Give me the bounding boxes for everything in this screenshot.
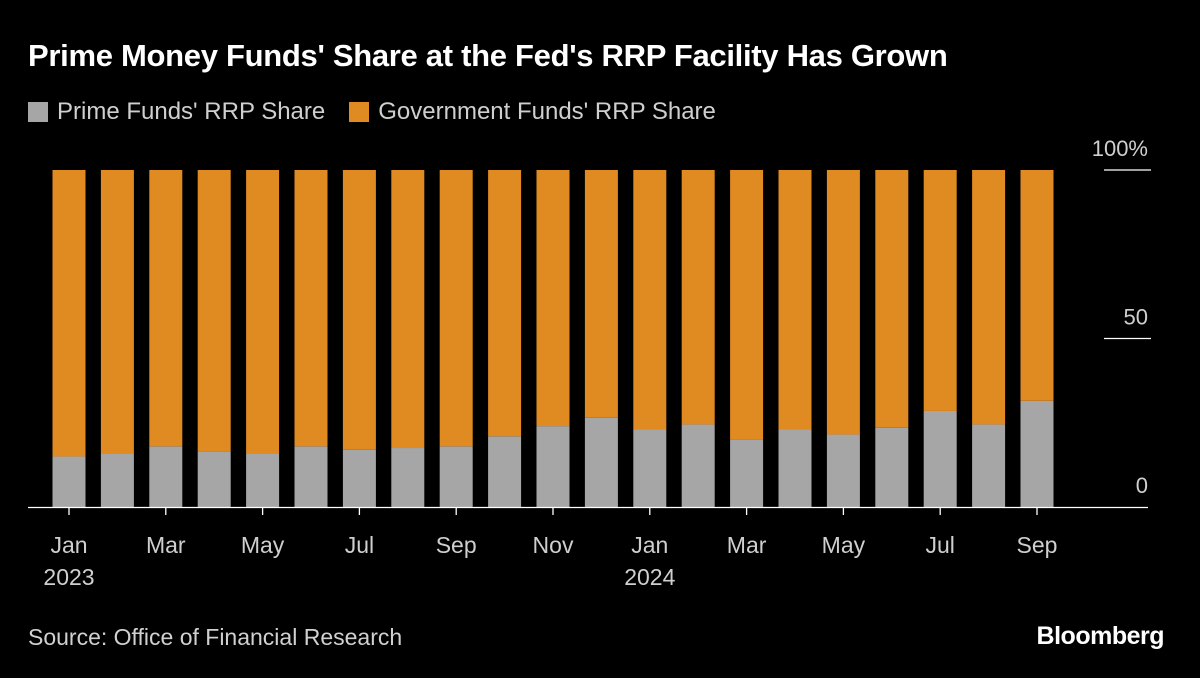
bar-government-2023-03	[149, 170, 183, 447]
bar-prime-2023-03	[149, 446, 183, 507]
x-tick-label-2: Mar	[146, 532, 186, 558]
x-year-label-2024: 2024	[624, 564, 675, 590]
bar-prime-2023-05	[246, 453, 280, 507]
bar-government-2023-07	[342, 170, 376, 450]
bar-prime-2024-08	[972, 424, 1006, 507]
bar-prime-2023-04	[197, 451, 231, 507]
bar-government-2024-09	[1020, 170, 1054, 401]
legend: Prime Funds' RRP Share Government Funds'…	[28, 98, 740, 126]
legend-item-government: Government Funds' RRP Share	[349, 98, 716, 126]
legend-label-prime: Prime Funds' RRP Share	[57, 98, 326, 125]
y-tick-label-100: 100%	[1092, 136, 1148, 161]
bar-government-2024-05	[826, 170, 860, 435]
bar-prime-2023-09	[439, 446, 473, 507]
bar-prime-2023-12	[584, 417, 618, 507]
bar-government-2023-08	[391, 170, 425, 449]
bar-government-2023-11	[536, 170, 570, 427]
bar-prime-2024-04	[778, 429, 812, 507]
bar-prime-2023-08	[391, 448, 425, 507]
x-tick-label-0: Jan	[50, 532, 87, 558]
bar-prime-2023-01	[52, 456, 86, 507]
bar-prime-2023-07	[342, 449, 376, 507]
chart-title: Prime Money Funds' Share at the Fed's RR…	[28, 38, 948, 73]
bar-government-2024-02	[681, 170, 715, 425]
x-tick-label-8: Sep	[436, 532, 477, 558]
bar-government-2024-03	[730, 170, 764, 440]
bar-government-2023-02	[100, 170, 134, 454]
x-tick-label-18: Jul	[925, 532, 954, 558]
x-tick-label-6: Jul	[345, 532, 374, 558]
bloomberg-logo: Bloomberg	[1036, 622, 1165, 650]
x-tick-label-16: May	[822, 532, 866, 558]
y-tick-label-50: 50	[1124, 305, 1148, 330]
bar-government-2023-01	[52, 170, 86, 457]
x-tick-label-4: May	[241, 532, 285, 558]
bar-government-2023-05	[246, 170, 280, 454]
legend-label-government: Government Funds' RRP Share	[378, 98, 716, 125]
x-tick-label-14: Mar	[727, 532, 767, 558]
bar-government-2024-04	[778, 170, 812, 430]
bar-prime-2024-01	[633, 429, 667, 507]
bar-prime-2024-09	[1020, 400, 1054, 507]
bar-prime-2023-10	[488, 436, 522, 507]
bar-government-2023-09	[439, 170, 473, 447]
bar-government-2024-01	[633, 170, 667, 430]
bar-prime-2023-11	[536, 426, 570, 507]
bar-prime-2023-02	[100, 453, 134, 507]
bar-prime-2024-06	[875, 427, 909, 507]
bar-government-2023-10	[488, 170, 522, 437]
x-tick-label-12: Jan	[631, 532, 668, 558]
bar-government-2023-12	[584, 170, 618, 418]
source-note: Source: Office of Financial Research	[28, 624, 403, 650]
legend-swatch-government	[349, 102, 370, 122]
bar-government-2023-04	[197, 170, 231, 452]
bar-prime-2024-05	[826, 434, 860, 507]
bar-government-2024-08	[972, 170, 1006, 425]
bar-prime-2024-07	[923, 410, 957, 507]
bar-prime-2024-02	[681, 424, 715, 507]
x-tick-label-10: Nov	[533, 532, 574, 558]
bar-prime-2024-03	[730, 439, 764, 507]
legend-swatch-prime	[28, 102, 48, 122]
x-year-label-2023: 2023	[43, 564, 94, 590]
legend-item-prime: Prime Funds' RRP Share	[28, 98, 325, 126]
bar-government-2023-06	[294, 170, 328, 447]
bar-prime-2023-06	[294, 446, 328, 507]
y-tick-label-0: 0	[1136, 473, 1148, 498]
x-tick-label-20: Sep	[1017, 532, 1058, 558]
bar-government-2024-07	[923, 170, 957, 411]
bar-government-2024-06	[875, 170, 909, 428]
